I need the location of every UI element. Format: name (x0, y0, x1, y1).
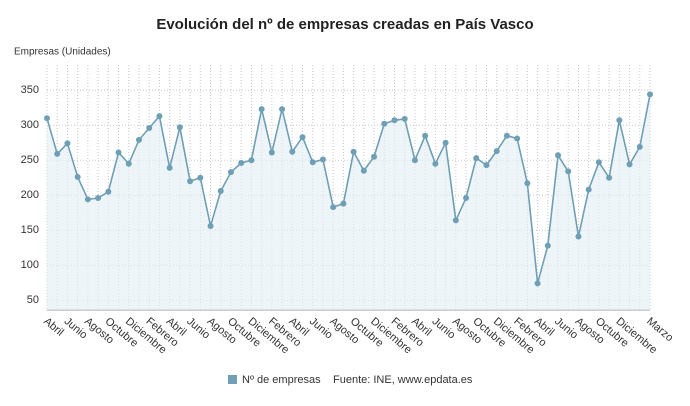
point (156, 113, 163, 120)
point (514, 135, 521, 142)
point (381, 120, 388, 127)
point (360, 167, 367, 174)
point (64, 140, 71, 147)
point (565, 168, 572, 175)
point (166, 164, 173, 171)
y-tick-label: 150 (21, 224, 39, 236)
point (371, 153, 378, 160)
point (309, 159, 316, 166)
point (227, 169, 234, 176)
point (248, 157, 255, 164)
point (299, 134, 306, 141)
point (595, 159, 602, 166)
point (503, 132, 510, 139)
y-tick-label: 350 (21, 84, 39, 96)
point (636, 143, 643, 150)
point (411, 157, 418, 164)
point (95, 195, 102, 201)
y-axis-label: Empresas (Unidades) (14, 47, 111, 58)
y-tick-label: 250 (21, 154, 39, 166)
point (207, 223, 214, 229)
point (473, 155, 480, 162)
point (187, 178, 194, 185)
y-tick-label: 100 (21, 259, 39, 271)
point (626, 161, 633, 168)
point (197, 174, 204, 181)
y-tick-label: 200 (21, 189, 39, 201)
chart-title: Evolución del nº de empresas creadas en … (156, 16, 533, 33)
point (217, 188, 224, 194)
point (544, 242, 551, 249)
point (616, 117, 623, 124)
source: Fuente: INE, www.epdata.es (333, 374, 473, 386)
point (606, 174, 613, 181)
point (319, 156, 326, 163)
legend-swatch (228, 375, 237, 384)
point (524, 180, 531, 187)
point (258, 106, 265, 113)
point (452, 217, 459, 224)
point (391, 117, 398, 124)
area (47, 94, 650, 311)
point (330, 204, 337, 211)
point (340, 200, 347, 207)
point (432, 160, 439, 167)
point (555, 152, 562, 159)
point (115, 149, 122, 156)
point (483, 162, 490, 169)
point (54, 150, 61, 157)
point (279, 106, 286, 113)
point (350, 148, 357, 155)
point (84, 196, 91, 203)
point (422, 132, 429, 139)
point (268, 149, 275, 156)
point (585, 186, 592, 193)
point (125, 160, 132, 167)
y-tick-label: 50 (27, 294, 39, 306)
point (575, 233, 582, 240)
point (647, 91, 653, 98)
point (176, 124, 183, 131)
point (401, 115, 408, 122)
y-tick-label: 300 (21, 119, 39, 131)
point (74, 174, 81, 180)
point (289, 148, 296, 155)
x-tick-label: Abril (41, 315, 66, 338)
point (146, 125, 153, 131)
point (238, 160, 245, 166)
legend-label: Nº de empresas (242, 374, 321, 386)
point (493, 148, 500, 155)
point (534, 280, 541, 287)
point (135, 136, 142, 143)
point (463, 195, 470, 201)
point (442, 139, 449, 146)
point (105, 188, 112, 195)
point (44, 115, 50, 122)
